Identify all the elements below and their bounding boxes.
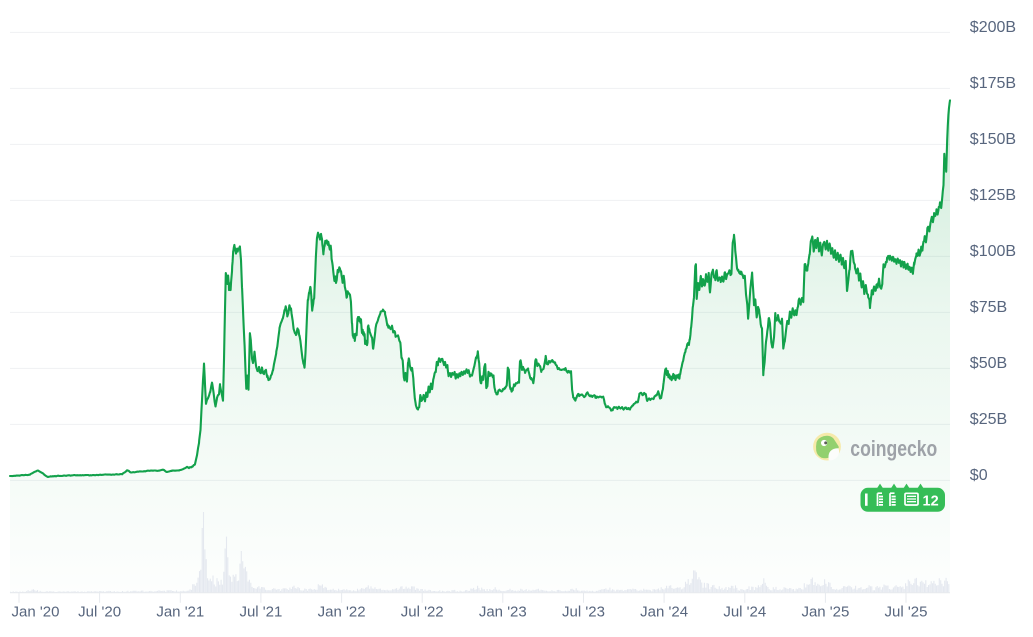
svg-text:$125B: $125B [970,187,1016,204]
svg-text:Jan '25: Jan '25 [801,604,849,621]
svg-text:Jan '21: Jan '21 [156,604,204,621]
svg-text:Jul '24: Jul '24 [723,604,766,621]
svg-text:$75B: $75B [970,299,1007,316]
svg-text:Jul '25: Jul '25 [885,604,928,621]
svg-text:$100B: $100B [970,243,1016,260]
svg-text:Jan '24: Jan '24 [640,604,688,621]
svg-text:Jul '20: Jul '20 [78,604,121,621]
svg-text:$25B: $25B [970,411,1007,428]
svg-text:coingecko: coingecko [850,436,937,461]
svg-text:Jan '20: Jan '20 [12,604,60,621]
svg-text:$50B: $50B [970,355,1007,372]
svg-text:$150B: $150B [970,131,1016,148]
svg-text:Jan '22: Jan '22 [318,604,366,621]
svg-text:Jul '21: Jul '21 [239,604,282,621]
svg-text:Jul '23: Jul '23 [562,604,605,621]
svg-text:12: 12 [923,493,939,509]
svg-text:$200B: $200B [970,19,1016,36]
svg-text:$175B: $175B [970,75,1016,92]
svg-text:$0: $0 [970,467,988,484]
svg-text:Jul '22: Jul '22 [401,604,444,621]
svg-text:Jan '23: Jan '23 [479,604,527,621]
